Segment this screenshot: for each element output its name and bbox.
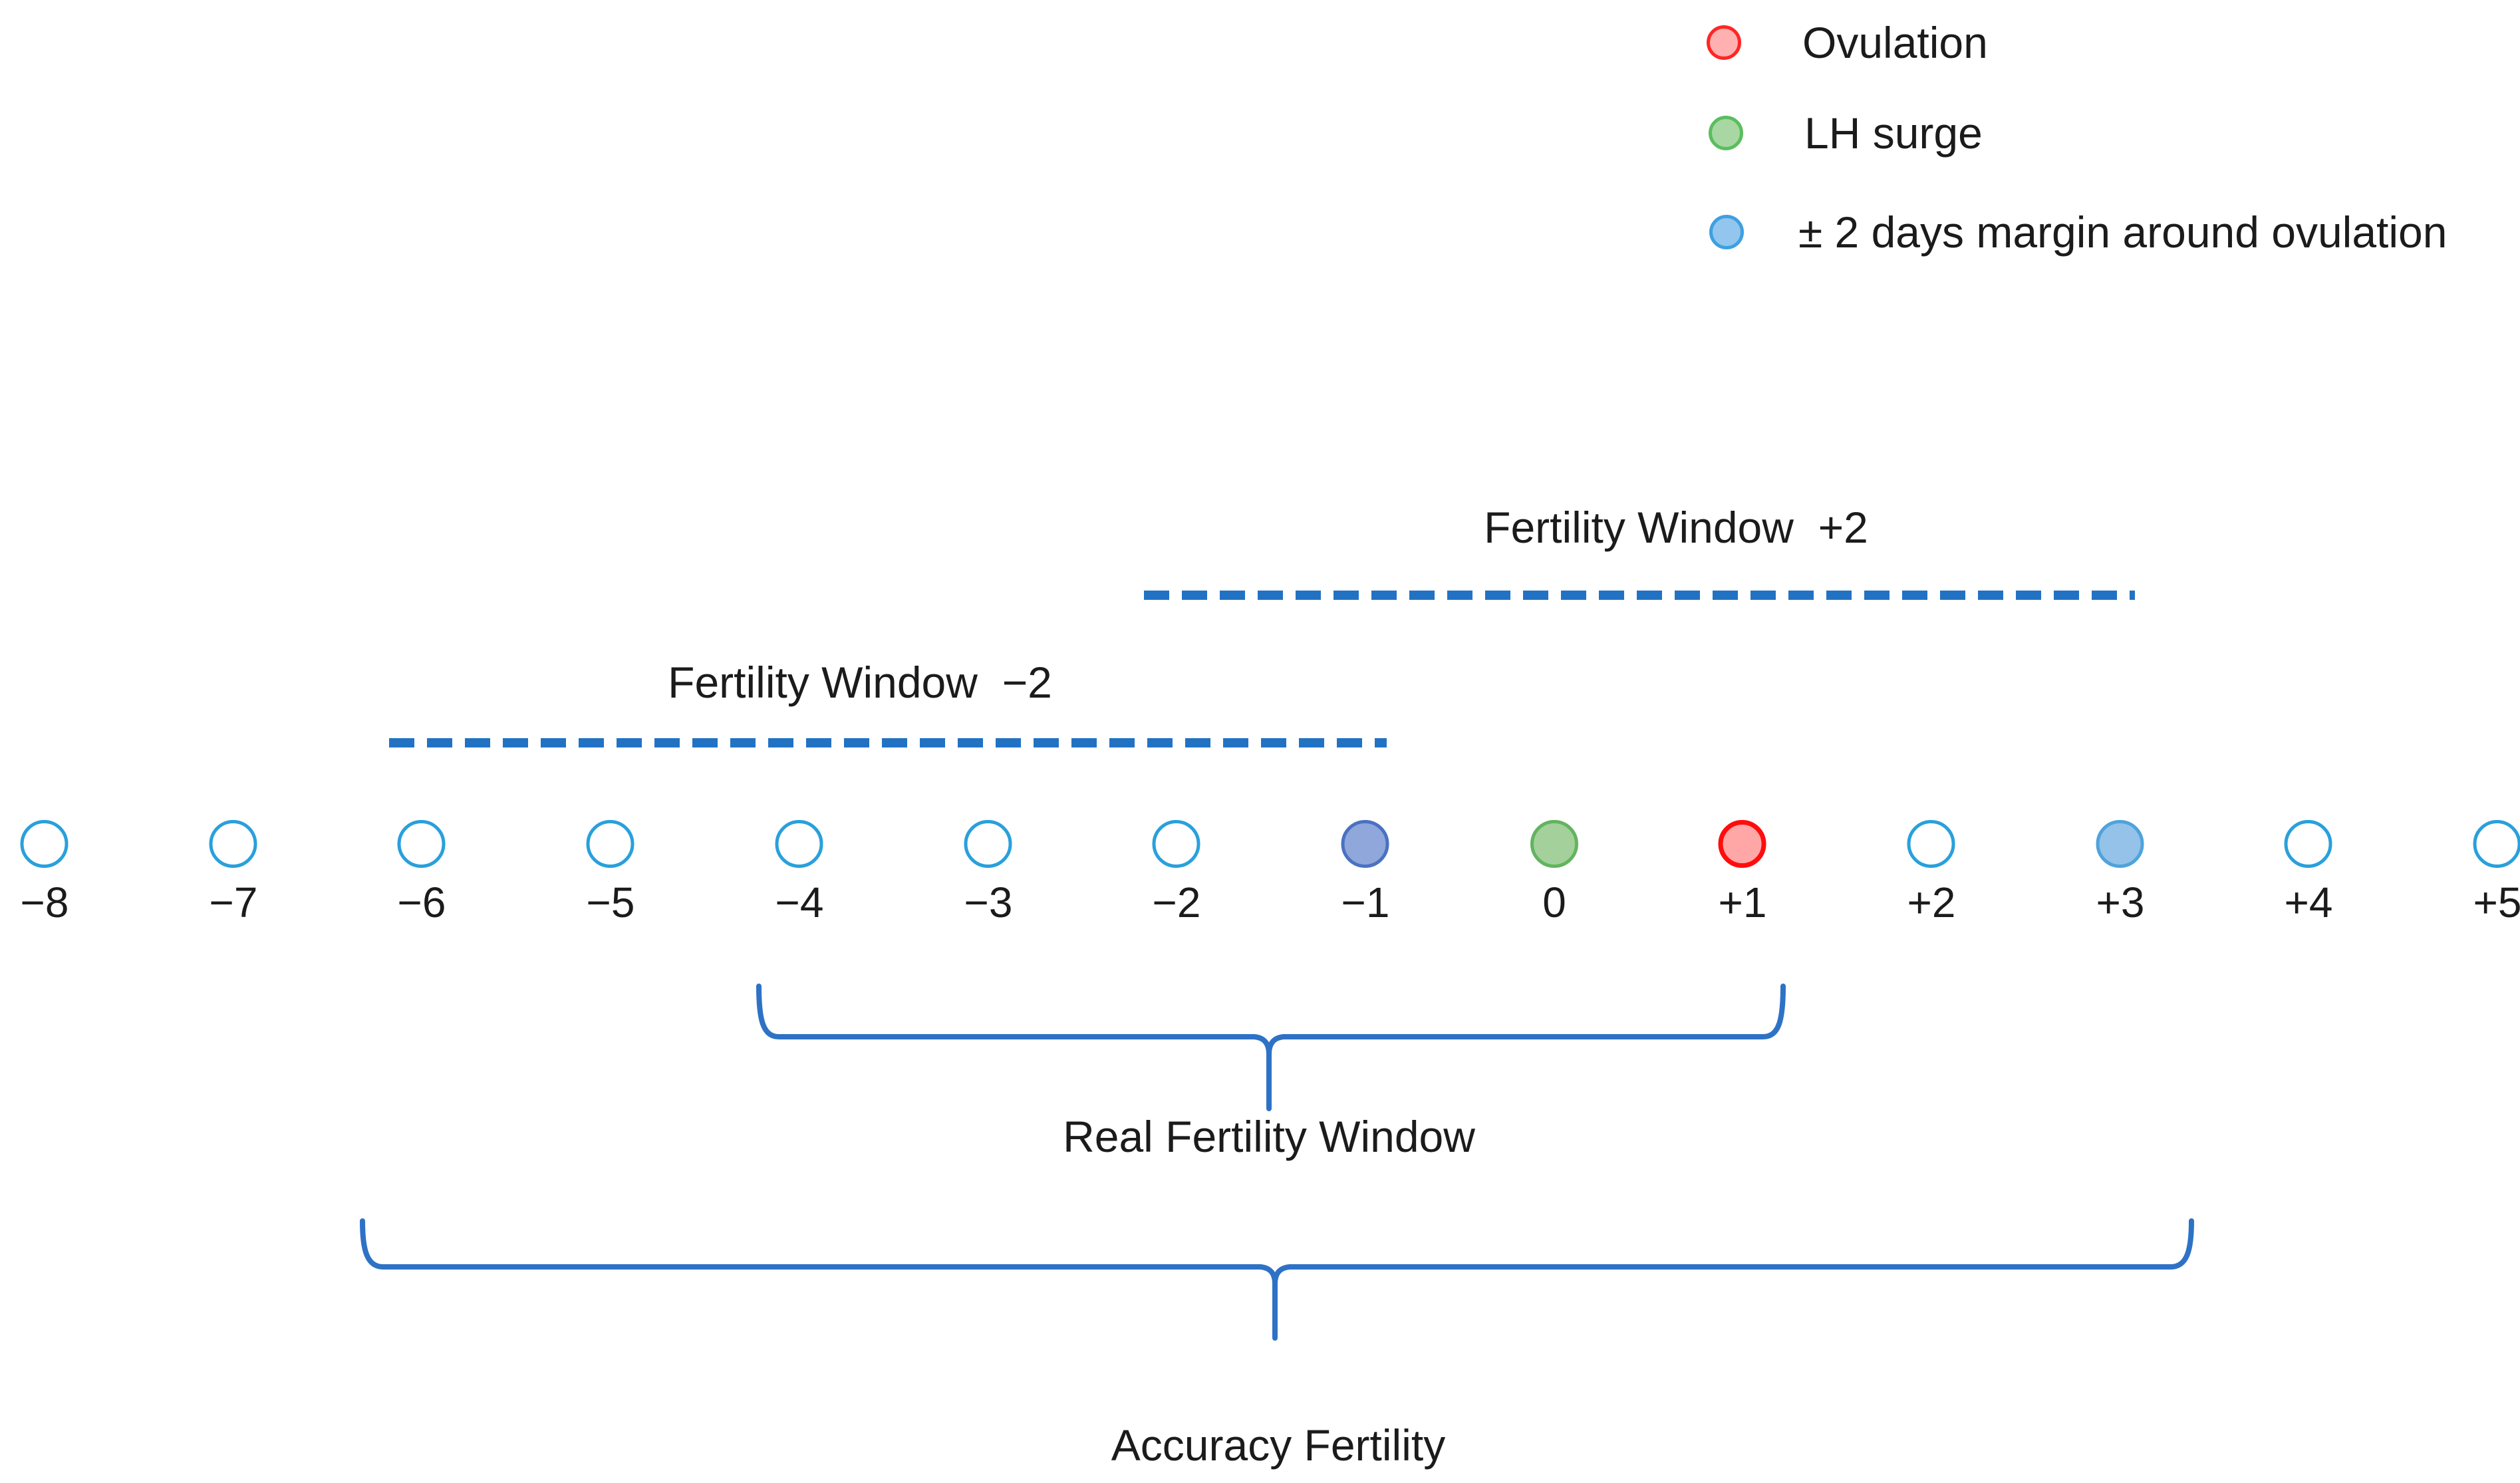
- day-circle-minus3: [964, 820, 1012, 868]
- timeline-day-minus4: −4: [775, 820, 824, 926]
- ovulation-dot-icon: [1707, 25, 1741, 60]
- day-circle-plus4: [2285, 820, 2332, 868]
- timeline-day-plus4: +4: [2284, 820, 2333, 926]
- day-label-plus3: +3: [2096, 878, 2145, 926]
- fertility-window-minus2-dashed-line: [389, 738, 1387, 747]
- timeline-day-minus1: −1: [1341, 820, 1390, 926]
- lh-surge-dot-icon: [1709, 116, 1743, 150]
- day-circle-0-lh-surge: [1530, 820, 1578, 868]
- day-label-plus4: +4: [2284, 878, 2333, 926]
- legend-item-lh-surge: LH surge: [1709, 108, 1983, 158]
- day-label-minus8: −8: [20, 878, 69, 926]
- timeline-day-minus7: −7: [209, 820, 258, 926]
- fertility-window-plus2-dashed-line: [1144, 591, 2135, 600]
- day-label-plus5: +5: [2473, 878, 2520, 926]
- day-label-minus5: −5: [586, 878, 635, 926]
- day-circle-plus2: [1907, 820, 1955, 868]
- legend-label-lh-surge: LH surge: [1804, 108, 1983, 158]
- day-label-minus7: −7: [209, 878, 258, 926]
- day-circle-minus4: [775, 820, 823, 868]
- day-circle-plus1-ovulation: [1719, 820, 1766, 868]
- day-circle-minus5: [587, 820, 634, 868]
- day-label-plus1: +1: [1718, 878, 1767, 926]
- timeline-day-plus1: +1: [1718, 820, 1767, 926]
- day-label-minus4: −4: [775, 878, 824, 926]
- day-circle-minus6: [398, 820, 446, 868]
- timeline-day-minus3: −3: [964, 820, 1013, 926]
- day-circle-plus3-margin: [2096, 820, 2144, 868]
- timeline-day-minus6: −6: [398, 820, 446, 924]
- legend-label-ovulation: Ovulation: [1802, 18, 1988, 67]
- real-fertility-window-label: Real Fertility Window: [1063, 1112, 1475, 1161]
- timeline-day-plus5: +5: [2473, 820, 2520, 924]
- legend-item-ovulation: Ovulation: [1707, 17, 1988, 68]
- fertility-window-plus2-label: Fertility Window +2: [1484, 503, 1868, 552]
- fertility-window-minus2-label: Fertility Window −2: [668, 658, 1052, 707]
- day-label-minus3: −3: [964, 878, 1013, 926]
- legend-label-margin: ± 2 days margin around ovulation: [1798, 207, 2448, 257]
- timeline-day-minus5: −5: [586, 820, 635, 926]
- accuracy-label-line1: Accuracy Fertility: [1111, 1420, 1446, 1470]
- day-circle-plus5: [2473, 820, 2520, 868]
- margin-dot-icon: [1709, 215, 1744, 249]
- day-circle-minus2: [1153, 820, 1200, 868]
- day-circle-minus1-margin: [1341, 820, 1389, 868]
- legend-item-margin: ± 2 days margin around ovulation: [1709, 207, 2447, 257]
- day-label-minus2: −2: [1152, 878, 1201, 926]
- day-circle-minus8: [21, 820, 69, 868]
- accuracy-fertility-window-label: Accuracy Fertility Window: [1111, 1357, 1445, 1483]
- real-fertility-window-brace: [756, 984, 1786, 1111]
- timeline-day-0: 0: [1530, 820, 1578, 924]
- day-label-minus6: −6: [397, 878, 446, 926]
- timeline-day-plus2: +2: [1907, 820, 1956, 926]
- day-label-0: 0: [1542, 878, 1566, 926]
- timeline-day-plus3: +3: [2096, 820, 2145, 926]
- day-label-minus1: −1: [1341, 878, 1390, 926]
- accuracy-fertility-window-brace: [360, 1218, 2194, 1341]
- timeline-day-minus2: −2: [1152, 820, 1201, 926]
- timeline-day-minus8: −8: [21, 820, 69, 924]
- day-label-plus2: +2: [1907, 878, 1956, 926]
- day-circle-minus7: [210, 820, 257, 868]
